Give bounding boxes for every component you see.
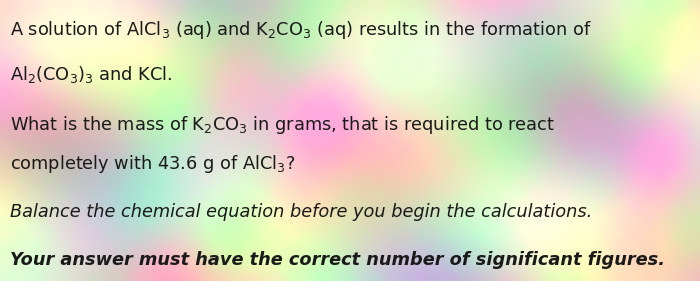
Text: Al$_2$(CO$_3$)$_3$ and KCl.: Al$_2$(CO$_3$)$_3$ and KCl. [10,64,173,85]
Text: Your answer must have the correct number of significant figures.: Your answer must have the correct number… [10,251,666,269]
Text: What is the mass of K$_2$CO$_3$ in grams, that is required to react: What is the mass of K$_2$CO$_3$ in grams… [10,114,555,136]
Text: completely with 43.6 g of AlCl$_3$?: completely with 43.6 g of AlCl$_3$? [10,153,295,175]
Text: Balance the chemical equation before you begin the calculations.: Balance the chemical equation before you… [10,203,593,221]
Text: A solution of AlCl$_3$ (aq) and K$_2$CO$_3$ (aq) results in the formation of: A solution of AlCl$_3$ (aq) and K$_2$CO$… [10,19,592,40]
